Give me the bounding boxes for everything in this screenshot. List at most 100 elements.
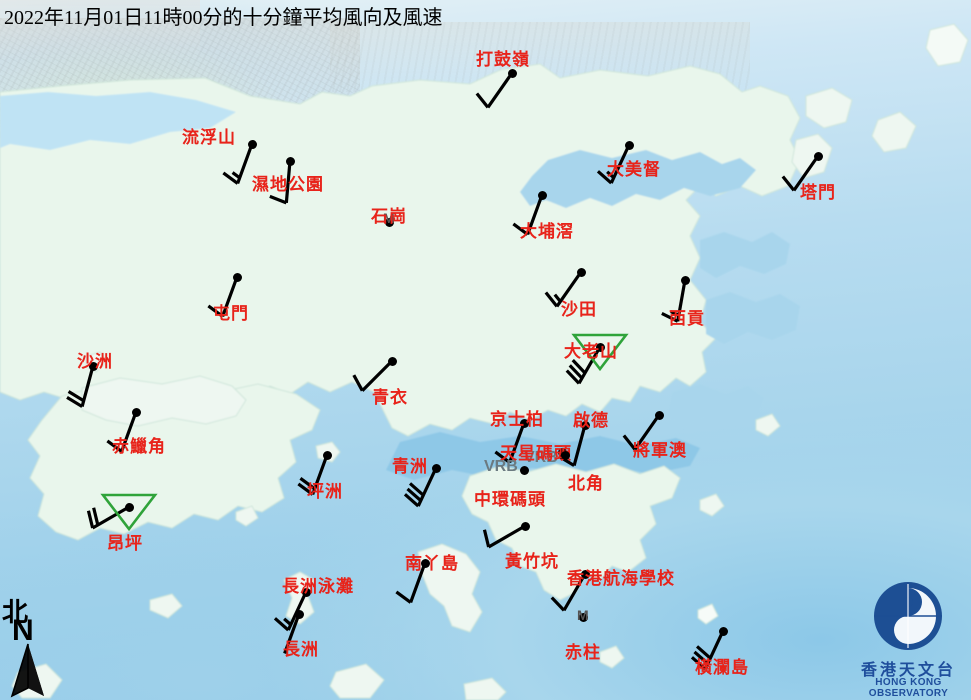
station-dot — [247, 139, 257, 149]
station-dot — [384, 217, 394, 227]
station-name-label: 北角 — [568, 474, 604, 493]
station-dot — [595, 342, 605, 352]
station-name-label: 打鼓嶺 — [476, 50, 530, 69]
station-name-label: 橫瀾島 — [695, 658, 749, 677]
station-name-label: 香港航海學校 — [567, 569, 675, 588]
station-name-label: 沙田 — [561, 300, 597, 319]
barb-full-feather — [269, 194, 287, 205]
barb-full-feather — [494, 450, 511, 464]
station-dot — [576, 267, 586, 277]
station-name-label: 長洲 — [283, 640, 319, 659]
missing-data-marker: M — [577, 607, 589, 623]
wind-barb-icon — [690, 630, 725, 671]
land-soko-islands — [149, 593, 183, 619]
wind-barb-icon — [66, 365, 95, 408]
barb-full-feather — [222, 171, 239, 185]
variable-wind-marker: VRB — [484, 458, 518, 475]
station-name-label: 昂坪 — [107, 534, 143, 553]
barb-full-feather — [403, 493, 420, 508]
barb-full-feather — [92, 507, 100, 526]
wind-barb-icon — [596, 144, 631, 185]
wind-barb-icon — [297, 454, 329, 496]
barb-full-feather — [690, 656, 707, 671]
sea-tolo-harbour — [520, 150, 756, 208]
station-name-label: 京士柏 — [490, 410, 544, 429]
station-name-label: 天星碼頭 — [500, 444, 572, 463]
barb-half-feather — [606, 170, 615, 179]
land-chek-lap-kok — [81, 375, 247, 427]
land-tap-mun-island — [791, 133, 833, 179]
barb-full-feather — [512, 222, 529, 236]
wind-barb-icon — [403, 467, 438, 508]
station-dot — [431, 463, 441, 473]
barb-full-feather — [297, 482, 314, 496]
wind-barb-icon — [283, 613, 301, 655]
barb-full-feather — [781, 175, 796, 192]
station-name-label: 屯門 — [213, 304, 249, 323]
barb-full-feather — [395, 590, 412, 604]
wind-barb-icon — [207, 276, 239, 318]
station-name-label: 流浮山 — [182, 128, 236, 147]
barb-full-feather — [406, 487, 422, 502]
barb-half-feather — [670, 310, 680, 317]
station-dot — [519, 418, 529, 428]
land-tung-lung — [699, 493, 725, 517]
station-name-label: 濕地公園 — [252, 175, 324, 194]
station-dot — [520, 521, 530, 531]
hko-name-zh: 香港天文台 — [860, 662, 956, 679]
barb-full-feather — [475, 92, 490, 109]
station-name-label: 啟德 — [573, 411, 609, 430]
land-waglan-islet — [697, 603, 719, 625]
barb-full-feather — [544, 291, 559, 308]
land-outer-ne-island — [805, 87, 853, 129]
wind-barb-icon — [395, 562, 427, 604]
barb-full-feather — [207, 304, 224, 318]
hko-emblem-icon — [874, 582, 942, 650]
land-se-island — [463, 677, 507, 700]
barb-full-feather — [273, 617, 290, 632]
wind-barb-icon — [269, 160, 292, 205]
page-title: 2022年11月01日11時00分的十分鐘平均風向及風速 — [4, 7, 443, 29]
station-dot — [560, 450, 570, 460]
barb-full-feather — [106, 439, 123, 453]
station-name-label: 坪洲 — [307, 482, 343, 501]
station-name-label: 石崗 — [371, 207, 407, 226]
land-hong-kong-island — [461, 463, 681, 601]
wind-barb-icon — [222, 143, 254, 185]
station-dot — [301, 587, 311, 597]
station-name-label: 塔門 — [800, 183, 836, 202]
wind-barb-icon — [781, 155, 820, 192]
station-dot — [124, 502, 134, 512]
station-dot — [232, 272, 242, 282]
barb-full-feather — [352, 374, 364, 392]
wind-barb-icon — [106, 411, 138, 453]
station-dot — [88, 361, 98, 371]
station-dot — [813, 151, 823, 161]
station-dot — [519, 465, 529, 475]
station-name-label: 沙洲 — [77, 352, 113, 371]
station-dot — [624, 140, 634, 150]
wind-barb-icon — [475, 72, 514, 109]
wind-barb-icon — [622, 414, 661, 451]
station-dot — [322, 450, 332, 460]
station-name-label: 大美督 — [607, 160, 661, 179]
barb-full-feather — [66, 395, 83, 408]
wind-barb-icon — [86, 505, 130, 530]
barb-full-feather — [661, 312, 679, 323]
barb-half-feather — [283, 617, 292, 626]
sea-sai-kung-bays — [700, 232, 790, 278]
station-name-label: 青洲 — [392, 457, 428, 476]
station-dot — [578, 612, 588, 622]
station-dot — [718, 626, 728, 636]
gust-triangle-icon — [571, 333, 629, 372]
barb-full-feather — [565, 369, 581, 385]
land-far-ne-island — [925, 23, 969, 67]
compass-label-en: N — [12, 614, 34, 647]
station-dot — [537, 190, 547, 200]
land-po-toi — [599, 645, 625, 669]
variable-wind-marker: VRB — [524, 449, 558, 466]
station-dot — [507, 68, 517, 78]
barb-half-feather — [231, 171, 241, 180]
barb-full-feather — [571, 359, 587, 375]
